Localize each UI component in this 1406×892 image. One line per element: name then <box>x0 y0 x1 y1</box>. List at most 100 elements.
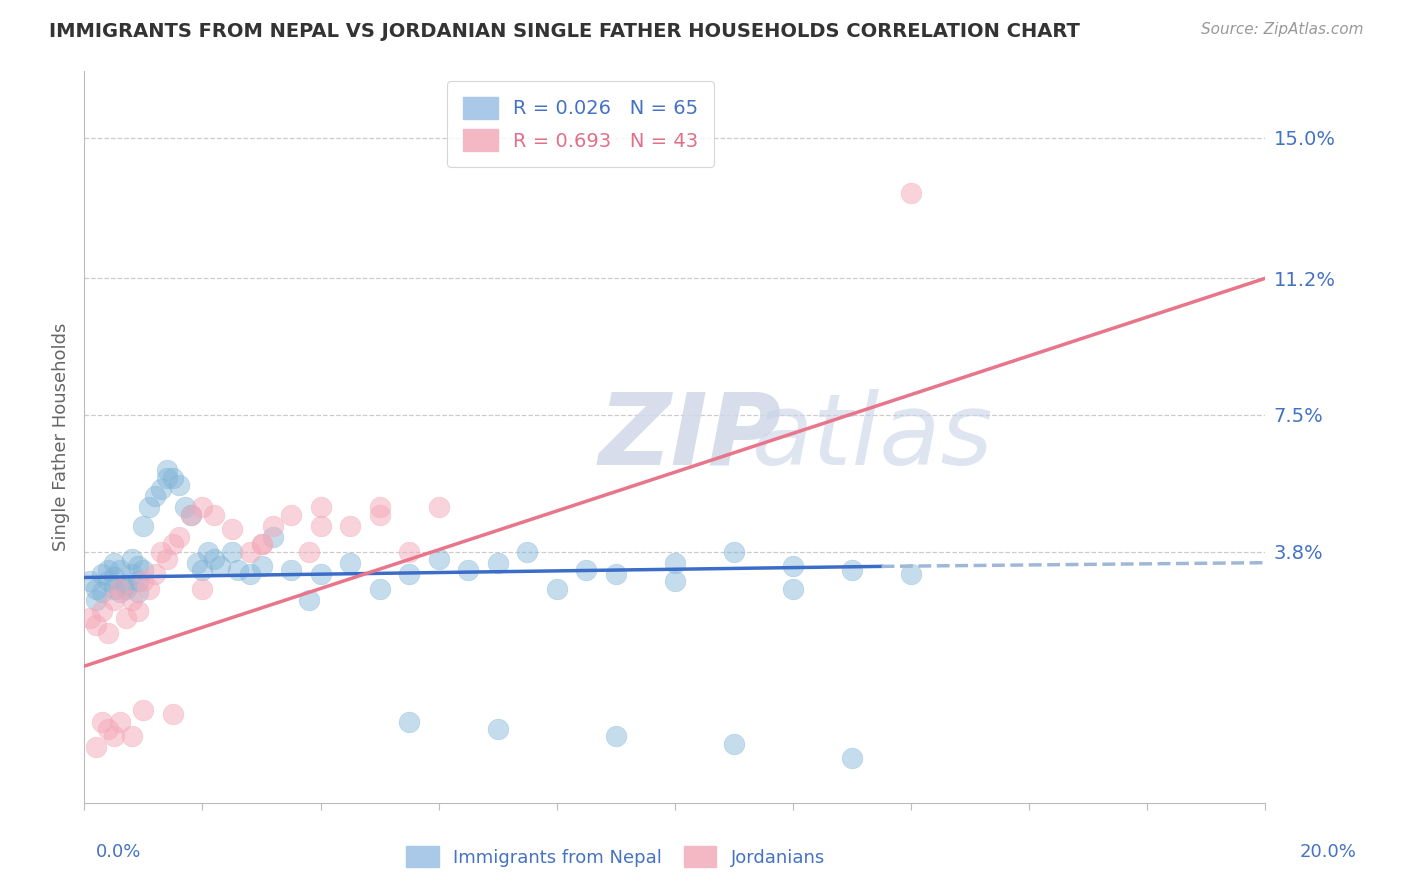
Point <box>841 563 863 577</box>
Point <box>309 500 332 515</box>
Point <box>97 563 120 577</box>
Point <box>605 566 627 581</box>
Point <box>162 707 184 722</box>
Point <box>108 714 131 729</box>
Point <box>262 530 284 544</box>
Text: 0.0%: 0.0% <box>96 843 141 861</box>
Point <box>143 489 166 503</box>
Text: IMMIGRANTS FROM NEPAL VS JORDANIAN SINGLE FATHER HOUSEHOLDS CORRELATION CHART: IMMIGRANTS FROM NEPAL VS JORDANIAN SINGL… <box>49 22 1080 41</box>
Point <box>191 582 214 596</box>
Point <box>121 729 143 743</box>
Point <box>209 559 232 574</box>
Point <box>664 574 686 589</box>
Point <box>427 500 450 515</box>
Point <box>262 518 284 533</box>
Point <box>91 604 114 618</box>
Point <box>121 566 143 581</box>
Legend: Immigrants from Nepal, Jordanians: Immigrants from Nepal, Jordanians <box>392 832 839 881</box>
Point <box>664 556 686 570</box>
Point <box>239 566 262 581</box>
Text: atlas: atlas <box>752 389 993 485</box>
Point <box>298 592 321 607</box>
Point <box>138 582 160 596</box>
Point <box>167 530 190 544</box>
Point <box>127 574 149 589</box>
Point <box>309 566 332 581</box>
Point <box>103 570 125 584</box>
Point <box>782 582 804 596</box>
Point <box>486 556 509 570</box>
Point <box>156 463 179 477</box>
Point <box>486 722 509 736</box>
Point <box>226 563 249 577</box>
Point <box>127 604 149 618</box>
Point <box>298 544 321 558</box>
Point <box>132 518 155 533</box>
Point <box>339 518 361 533</box>
Point <box>143 566 166 581</box>
Point <box>114 582 136 596</box>
Point <box>162 537 184 551</box>
Point <box>368 500 391 515</box>
Point <box>91 714 114 729</box>
Point <box>132 703 155 717</box>
Point <box>91 566 114 581</box>
Point <box>280 563 302 577</box>
Point <box>114 578 136 592</box>
Point <box>150 482 173 496</box>
Point <box>202 552 225 566</box>
Point <box>398 714 420 729</box>
Point <box>173 500 195 515</box>
Point <box>457 563 479 577</box>
Point <box>221 544 243 558</box>
Point <box>575 563 598 577</box>
Point <box>162 471 184 485</box>
Point <box>723 737 745 751</box>
Y-axis label: Single Father Households: Single Father Households <box>52 323 70 551</box>
Point <box>121 552 143 566</box>
Point <box>191 563 214 577</box>
Text: ZIP: ZIP <box>598 389 782 485</box>
Point <box>91 585 114 599</box>
Point <box>121 592 143 607</box>
Point <box>108 585 131 599</box>
Point <box>250 537 273 551</box>
Point <box>398 544 420 558</box>
Point <box>221 523 243 537</box>
Point <box>339 556 361 570</box>
Point <box>156 471 179 485</box>
Point <box>114 611 136 625</box>
Point <box>197 544 219 558</box>
Point <box>103 556 125 570</box>
Point <box>84 582 107 596</box>
Point <box>79 574 101 589</box>
Point <box>103 729 125 743</box>
Point <box>368 508 391 522</box>
Point <box>900 566 922 581</box>
Point <box>97 722 120 736</box>
Point <box>250 559 273 574</box>
Point <box>605 729 627 743</box>
Point <box>97 625 120 640</box>
Point <box>97 574 120 589</box>
Point <box>427 552 450 566</box>
Point <box>900 186 922 201</box>
Point <box>782 559 804 574</box>
Point <box>167 478 190 492</box>
Text: Source: ZipAtlas.com: Source: ZipAtlas.com <box>1201 22 1364 37</box>
Point <box>132 563 155 577</box>
Point <box>841 751 863 765</box>
Point <box>108 582 131 596</box>
Point <box>186 556 208 570</box>
Point <box>546 582 568 596</box>
Point <box>84 618 107 632</box>
Point <box>132 574 155 589</box>
Point <box>180 508 202 522</box>
Point <box>368 582 391 596</box>
Point <box>127 559 149 574</box>
Point <box>180 508 202 522</box>
Point <box>84 592 107 607</box>
Point <box>398 566 420 581</box>
Point <box>239 544 262 558</box>
Point <box>250 537 273 551</box>
